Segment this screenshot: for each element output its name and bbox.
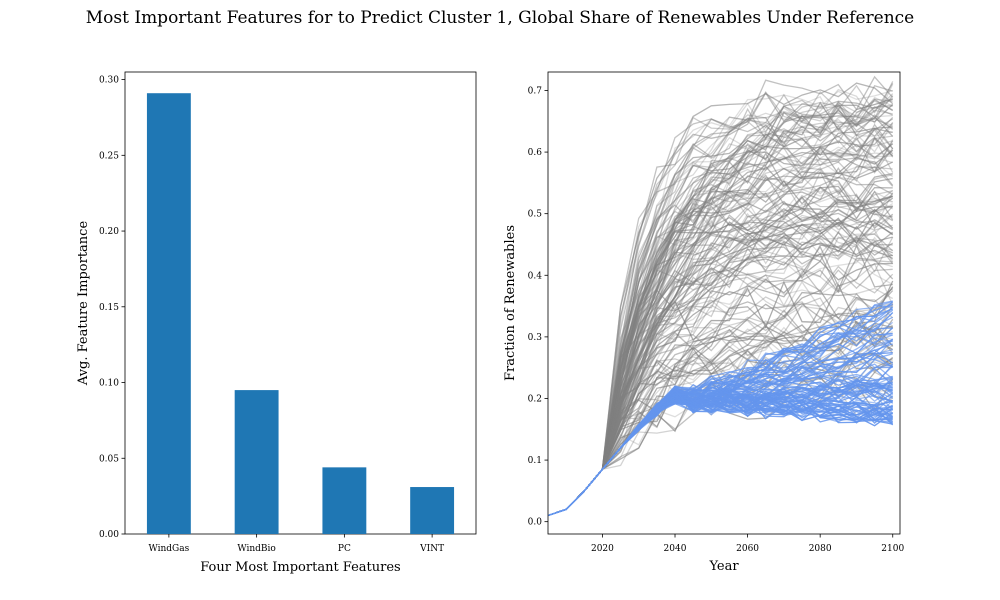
x-tick-label: WindBio <box>237 544 275 554</box>
scenario-line <box>548 286 894 517</box>
y-tick-label: 0.30 <box>99 76 119 86</box>
line-chart: 2020 2040 2060 2080 2100 0.0 0.1 0.2 0.3 0.4 0.5 0.… <box>503 71 904 574</box>
x-tick-label: 2100 <box>881 544 904 554</box>
x-tick-label: VINT <box>419 544 444 554</box>
y-axis-title: Fraction of Renewables <box>503 225 518 381</box>
x-axis-title: Year <box>708 559 739 574</box>
bar-plot-frame <box>124 71 477 535</box>
x-tick-label: 2020 <box>591 544 614 554</box>
y-tick-label: 0.15 <box>99 303 119 313</box>
y-tick-label: 0.7 <box>528 86 543 96</box>
scenario-line <box>548 176 894 517</box>
scenario-line <box>548 116 894 517</box>
y-tick-label: 0.1 <box>528 456 542 466</box>
y-tick-label: 0.5 <box>528 210 543 220</box>
bar-windbio <box>234 390 279 534</box>
cluster-line <box>548 332 893 517</box>
cluster-line <box>548 337 893 517</box>
x-tick-label: 2060 <box>736 544 759 554</box>
y-tick-label: 0.00 <box>99 530 119 540</box>
x-tick-label: PC <box>338 544 351 554</box>
y-tick-label: 0.25 <box>99 151 119 161</box>
x-tick-label: WindGas <box>149 544 190 554</box>
scenario-line <box>548 82 894 517</box>
scenario-line <box>548 149 894 517</box>
scenario-line <box>548 244 893 517</box>
y-tick-label: 0.10 <box>99 379 119 389</box>
scenario-line <box>548 83 894 517</box>
scenario-line <box>548 145 893 517</box>
bar-pc <box>322 467 367 534</box>
scenario-line <box>548 326 893 517</box>
scenario-line <box>548 135 894 517</box>
scenario-line <box>548 207 894 517</box>
scenario-line <box>548 268 893 517</box>
bar-windgas <box>146 93 191 535</box>
y-axis-title: Avg. Feature Importance <box>76 221 91 387</box>
y-tick-label: 0.20 <box>99 227 119 237</box>
bar-chart: 0.00 0.05 0.10 0.15 0.20 0.25 0.30 WindGas WindB… <box>76 71 477 575</box>
x-tick-label: 2040 <box>664 544 687 554</box>
cluster-line <box>548 327 894 517</box>
y-tick-label: 0.3 <box>528 333 543 343</box>
scenario-line <box>548 95 893 517</box>
y-tick-label: 0.4 <box>528 271 543 281</box>
y-tick-label: 0.0 <box>528 518 543 528</box>
x-tick-label: 2080 <box>809 544 832 554</box>
scenario-line <box>548 81 894 517</box>
figure-title: Most Important Features for to Predict C… <box>85 8 915 28</box>
y-tick-label: 0.2 <box>528 394 542 404</box>
cluster-line <box>548 327 893 517</box>
scenario-line <box>548 75 894 517</box>
line-plot-frame <box>547 71 901 535</box>
bar-vint <box>410 487 455 534</box>
scenario-line <box>548 126 893 517</box>
line-series-area <box>548 75 894 517</box>
scenario-line <box>548 99 893 517</box>
x-axis-title: Four Most Important Features <box>200 560 400 575</box>
y-tick-label: 0.6 <box>528 148 543 158</box>
y-tick-label: 0.05 <box>99 454 119 464</box>
